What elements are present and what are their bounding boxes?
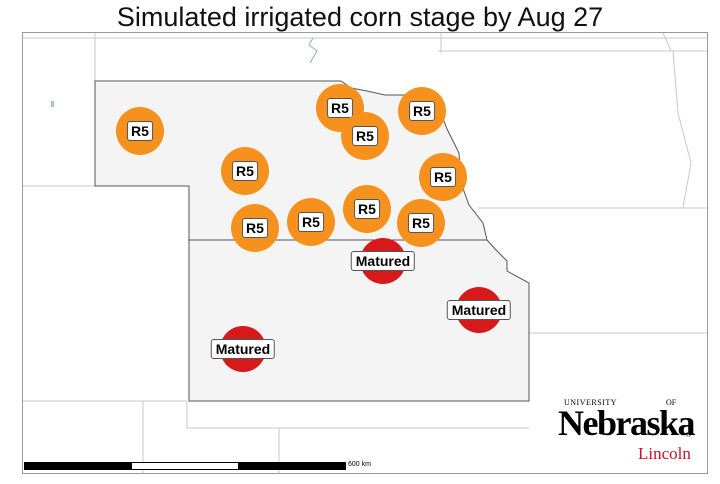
stage-marker-r5[interactable]: R5 (397, 199, 445, 247)
stage-marker-r5[interactable]: R5 (231, 204, 279, 252)
registered-mark-icon: ® (686, 432, 692, 439)
kansas-outline (188, 239, 530, 402)
stage-label: Matured (446, 300, 512, 320)
stage-label: R5 (242, 218, 268, 238)
stage-marker-r5[interactable]: R5 (316, 84, 364, 132)
logo-name-text: Nebraska (558, 403, 696, 443)
stage-marker-r5[interactable]: R5 (287, 198, 335, 246)
state-boundaries (23, 33, 707, 473)
logo-city-text: Lincoln (638, 444, 691, 463)
scale-segment (25, 463, 132, 469)
stage-marker-r5[interactable]: R5 (221, 147, 269, 195)
map-frame[interactable]: R5 R5 R5 R5 R5 R5 R5 R5 R5 R5 Matured (22, 32, 708, 474)
scale-segment (131, 463, 239, 469)
lake-icon (51, 101, 54, 107)
stage-marker-r5[interactable]: R5 (343, 185, 391, 233)
logo-university-text: UNIVERSITY (564, 398, 617, 407)
stage-label: R5 (232, 161, 258, 181)
university-logo[interactable]: UNIVERSITY OF Nebraska ® Lincoln (556, 396, 696, 468)
stage-marker-r5[interactable]: R5 (419, 153, 467, 201)
scale-segment (238, 463, 346, 469)
scale-label: 600 km (348, 461, 371, 468)
boundary-ok-panhandle (186, 401, 280, 473)
stage-marker-matured[interactable]: Matured (446, 287, 512, 333)
stage-label: R5 (352, 126, 378, 146)
scale-bar (24, 462, 346, 470)
river-icon (308, 37, 318, 64)
stage-label: R5 (298, 212, 324, 232)
map-title: Simulated irrigated corn stage by Aug 27 (116, 2, 604, 32)
boundary-mississippi (672, 50, 692, 209)
stage-label: R5 (354, 199, 380, 219)
stage-marker-r5[interactable]: R5 (398, 87, 446, 135)
stage-label: R5 (409, 101, 435, 121)
stage-label: R5 (127, 121, 153, 141)
stage-marker-r5[interactable]: R5 (116, 107, 164, 155)
stage-label: Matured (210, 339, 276, 359)
stage-label: R5 (430, 167, 456, 187)
stage-marker-matured[interactable]: Matured (350, 238, 416, 284)
stage-label: R5 (408, 213, 434, 233)
stage-label: R5 (327, 98, 353, 118)
stage-marker-matured[interactable]: Matured (210, 326, 276, 372)
stage-marker-r5[interactable]: R5 (341, 112, 389, 160)
stage-label: Matured (350, 251, 416, 271)
logo-of-text: OF (666, 398, 677, 407)
boundary-wi (662, 33, 672, 52)
